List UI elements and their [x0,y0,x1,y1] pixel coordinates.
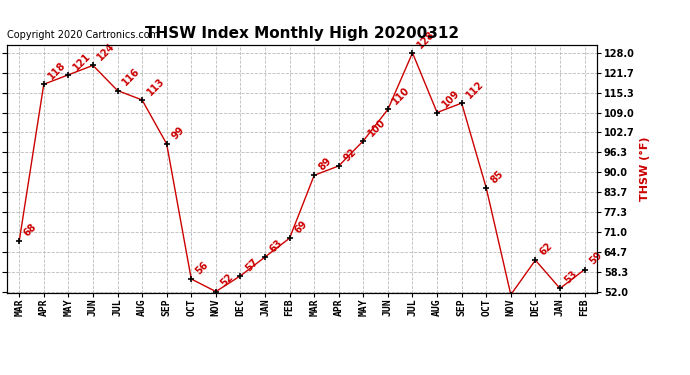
Text: 109: 109 [440,88,461,110]
Text: 116: 116 [120,66,141,88]
Text: 57: 57 [243,256,260,273]
Text: 85: 85 [489,168,506,185]
Text: 89: 89 [317,156,334,172]
Text: 99: 99 [170,124,186,141]
Text: 112: 112 [464,79,486,100]
Text: 52: 52 [219,272,235,289]
Text: 56: 56 [194,260,210,276]
Text: 124: 124 [96,41,117,63]
Title: THSW Index Monthly High 20200312: THSW Index Monthly High 20200312 [145,26,459,41]
Text: 53: 53 [563,269,580,286]
Text: 69: 69 [293,219,309,236]
Text: 110: 110 [391,85,412,106]
Text: 121: 121 [71,51,92,72]
Text: 62: 62 [538,241,555,257]
Text: Copyright 2020 Cartronics.com: Copyright 2020 Cartronics.com [7,30,159,40]
Text: 59: 59 [587,250,604,267]
Text: 68: 68 [22,222,39,238]
Text: 51: 51 [0,374,1,375]
Text: 118: 118 [46,60,68,81]
Text: 128: 128 [415,28,437,50]
Y-axis label: THSW (°F): THSW (°F) [640,136,650,201]
Text: 113: 113 [145,76,166,97]
Text: 100: 100 [366,117,388,138]
Text: 92: 92 [342,147,358,163]
Text: 63: 63 [268,238,284,254]
